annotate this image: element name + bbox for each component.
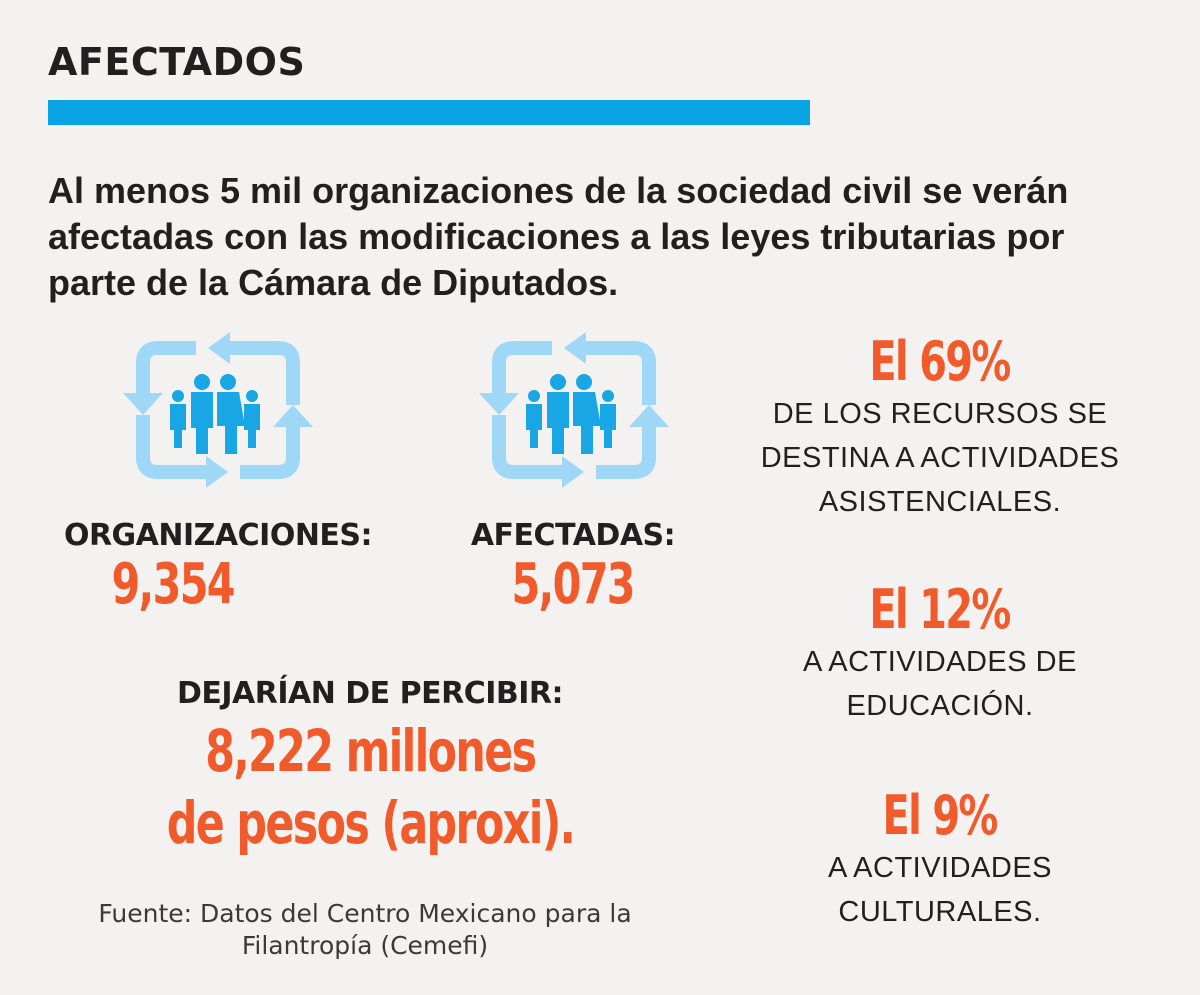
source-line: Fuente: Datos del Centro Mexicano para l… [98, 899, 632, 928]
percentage-desc-line: ASISTENCIALES. [818, 486, 1062, 518]
percentage-block-69: El 69% DE LOS RECURSOS SE DESTINA A ACTI… [720, 332, 1160, 524]
organizaciones-value: 9,354 [0, 553, 396, 617]
percentage-desc-line: DESTINA A ACTIVIDADES [760, 442, 1120, 474]
source-note: Fuente: Datos del Centro Mexicano para l… [60, 898, 670, 962]
dejarian-label: DEJARÍAN DE PERCIBIR: [176, 676, 564, 711]
afectadas-label: AFECTADAS: [470, 518, 676, 553]
percentage-desc-line: A ACTIVIDADES [827, 852, 1053, 884]
afectadas-stat: AFECTADAS: 5,073 [448, 518, 698, 617]
amount-line2: de pesos (aproxi). [166, 789, 575, 857]
percentage-block-12: El 12% A ACTIVIDADES DE EDUCACIÓN. [720, 580, 1160, 728]
percentage-desc-line: A ACTIVIDADES DE [803, 646, 1077, 678]
percentage-desc-line: CULTURALES. [838, 896, 1042, 928]
afectadas-number: 5,073 [511, 552, 636, 617]
dejarian-stat: DEJARÍAN DE PERCIBIR: 8,222 millones de … [100, 676, 640, 859]
percentage-block-9: El 9% A ACTIVIDADES CULTURALES. [720, 786, 1160, 934]
amount-line1: 8,222 millones [204, 717, 537, 785]
percentage-9-text: El 9% [882, 784, 999, 847]
percentage-value: El 12% [720, 580, 1160, 640]
afectadas-value: 5,073 [448, 553, 698, 617]
percentage-desc-line: DE LOS RECURSOS SE [772, 398, 1108, 430]
title-underline-bar [48, 100, 810, 125]
family-cycle-icon [474, 330, 674, 495]
organizaciones-label: ORGANIZACIONES: [63, 518, 373, 553]
dejarian-amount-line1: 8,222 millones [100, 715, 640, 787]
dejarian-amount-line2: de pesos (aproxi). [100, 787, 640, 859]
percentage-69-text: El 69% [869, 330, 1012, 393]
organizaciones-stat: ORGANIZACIONES: 9,354 [40, 518, 396, 617]
organizaciones-number: 9,354 [111, 552, 236, 617]
percentage-value: El 9% [720, 786, 1160, 846]
percentage-12-text: El 12% [869, 578, 1012, 641]
family-cycle-icon [118, 330, 318, 495]
percentage-value: El 69% [720, 332, 1160, 392]
intro-paragraph: Al menos 5 mil organizaciones de la soci… [48, 170, 1069, 303]
percentage-desc-line: EDUCACIÓN. [846, 690, 1034, 722]
section-title: AFECTADOS [48, 40, 306, 84]
source-line: Filantropía (Cemefi) [241, 931, 489, 960]
